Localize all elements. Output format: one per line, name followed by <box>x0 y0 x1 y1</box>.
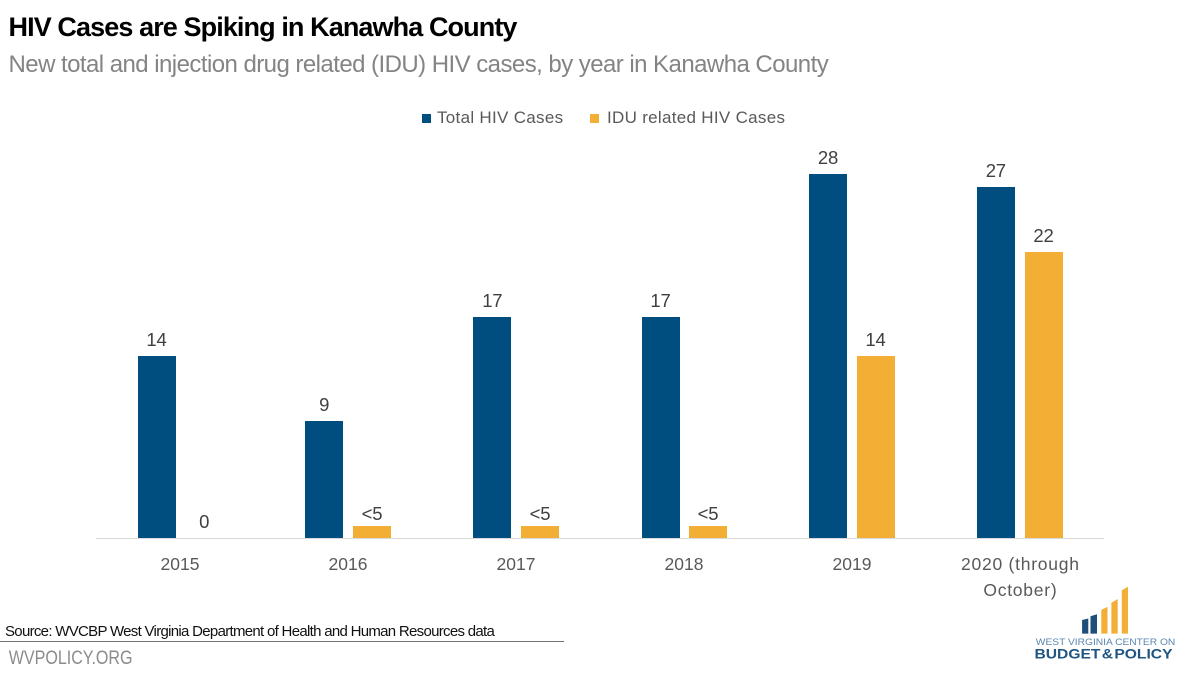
svg-text:WEST VIRGINIA CENTER ON: WEST VIRGINIA CENTER ON <box>1036 637 1176 647</box>
svg-text:BUDGET & POLICY: BUDGET & POLICY <box>1035 646 1173 661</box>
svg-text:WVPOLICY.ORG: WVPOLICY.ORG <box>9 647 133 669</box>
